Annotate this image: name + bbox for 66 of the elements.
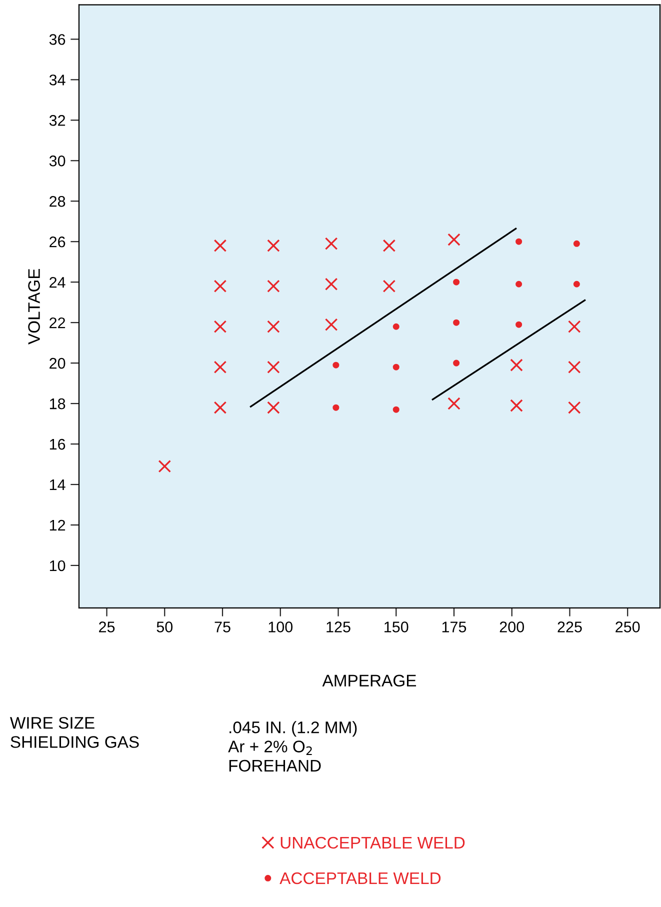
point	[516, 321, 522, 328]
text: .045 IN. (1.2 MM) Ar + 2% O$_{2}$ FOREHAND	[228, 721, 357, 772]
text: WIRE SIZE SHIELDING GAS	[10, 716, 139, 748]
point	[453, 319, 460, 326]
y-tick-label: 24	[50, 276, 66, 288]
x-tick-label: 250	[616, 622, 640, 632]
point	[453, 278, 460, 286]
point	[448, 397, 460, 410]
point	[214, 401, 227, 414]
point	[267, 360, 280, 374]
x-tick-label: 25	[99, 622, 115, 632]
point	[392, 364, 400, 370]
point	[573, 280, 580, 288]
y-tick-label: 26	[50, 236, 66, 248]
point	[448, 233, 460, 246]
x-tick-label: 100	[268, 622, 293, 632]
x-tick-label: 50	[156, 622, 173, 632]
y-axis-title: VOLTAGE	[28, 268, 40, 344]
point	[267, 401, 280, 414]
y-tick-label: 16	[50, 438, 66, 450]
y-tick-label: 30	[49, 156, 66, 166]
point	[453, 360, 460, 366]
point	[392, 406, 400, 413]
y-tick-label: 32	[49, 115, 66, 126]
point	[332, 404, 340, 411]
legend-label: UNACCEPTABLE WELD	[280, 836, 465, 849]
x-tick-label: 175	[442, 622, 466, 632]
point	[267, 239, 280, 252]
point	[324, 278, 338, 291]
x-tick-label: 225	[558, 622, 582, 632]
point	[214, 360, 227, 374]
point	[382, 280, 396, 293]
y-tick-label: 10	[50, 560, 66, 572]
y-tick-label: 22	[50, 317, 66, 328]
point	[510, 399, 523, 412]
x-tick-label: 125	[326, 622, 350, 632]
point	[510, 358, 523, 372]
point	[267, 280, 280, 293]
point	[214, 239, 227, 252]
point	[568, 401, 581, 414]
point	[516, 280, 522, 288]
point	[324, 318, 338, 331]
y-tick-label: 14	[50, 480, 66, 490]
point	[214, 320, 227, 334]
point	[332, 362, 340, 368]
point	[324, 237, 338, 250]
y-tick-label: 12	[50, 520, 66, 531]
point	[568, 320, 581, 334]
y-tick-label: 36	[49, 34, 66, 45]
y-tick-label: 28	[50, 196, 66, 207]
point	[392, 323, 400, 330]
point	[267, 320, 280, 334]
x-axis-title: AMPERAGE	[322, 674, 416, 687]
point	[516, 238, 522, 245]
x-tick-label: 75	[214, 622, 230, 632]
x-tick-label: 150	[384, 622, 408, 632]
point	[158, 460, 172, 473]
y-tick-label: 34	[49, 74, 66, 86]
point	[573, 240, 580, 247]
legend-label: ACCEPTABLE WELD	[280, 872, 441, 884]
point	[382, 239, 396, 252]
point	[214, 280, 227, 293]
point	[568, 360, 581, 374]
y-tick-label: 18	[50, 398, 66, 410]
y-tick-label: 20	[50, 358, 66, 369]
x-tick-label: 200	[500, 622, 524, 632]
